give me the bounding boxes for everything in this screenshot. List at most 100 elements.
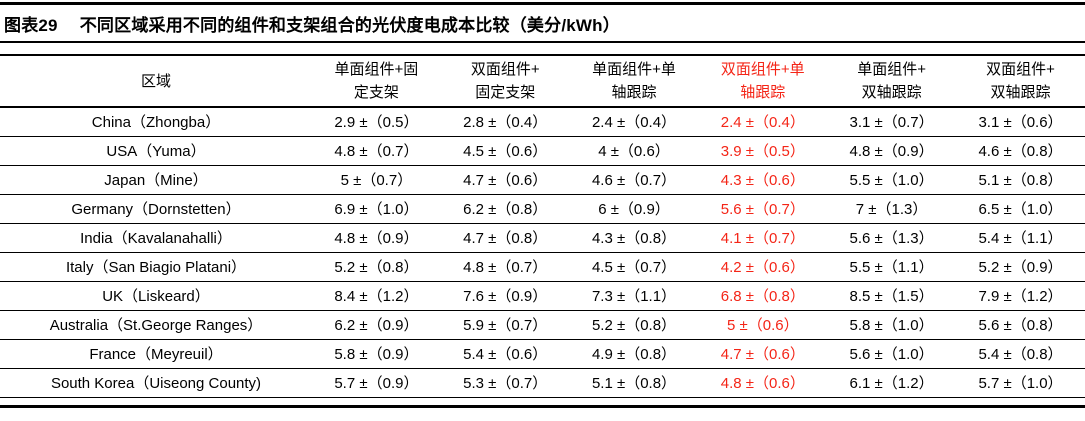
value-cell: 5.4 ±（0.8） [978,346,1063,363]
figure-page: 图表29 不同区域采用不同的组件和支架组合的光伏度电成本比较（美分/kWh） 区域… [0,2,1085,408]
value-cell: 2.9 ±（0.5） [334,114,419,132]
value-cell: 5.9 ±（0.7） [463,317,548,334]
value-cell: 7.9 ±（1.2） [978,288,1063,305]
value-cell: 5.4 ±（0.6） [463,346,548,363]
value-cell: 3.1 ±（0.6） [978,114,1063,132]
table-header: 区域 单面组件+固 定支架 双面组件+ 固定支架 单面组件+单 轴跟踪 双面组件… [0,55,1085,107]
value-cell: 4.6 ±（0.8） [978,143,1063,160]
value-cell: 4.5 ±（0.7） [591,259,677,276]
table-row: UK（Liskeard） 8.4 ±（1.2） 7.6 ±（0.9） 7.3 ±（1… [0,281,1085,310]
value-cell: 5.6 ±（0.8） [978,317,1063,334]
value-cell: 4.8 ±（0.9） [334,230,419,247]
table-row: Japan（Mine） 5 ±（0.7） 4.7 ±（0.6） 4.6 ±（0.7）… [0,165,1085,194]
value-cell: 2.4 ±（0.4） [591,114,677,132]
column-header-line2: 轴跟踪 [740,84,786,101]
value-cell: 5.5 ±（1.1） [849,259,934,276]
value-cell: 5.3 ±（0.7） [463,375,548,392]
column-header: 单面组件+单 轴跟踪 [570,55,699,107]
column-header-line1: 单面组件+固 [334,61,419,78]
value-cell: 4.6 ±（0.7） [591,172,677,189]
table-row: South Korea（Uiseong County) 5.7 ±（0.9） 5.… [0,368,1085,397]
figure-title-text: 不同区域采用不同的组件和支架组合的光伏度电成本比较（美分/kWh） [79,16,620,35]
column-header-line2: 轴跟踪 [611,84,657,101]
value-cell: 4 ±（0.6） [598,143,670,160]
table-body: China（Zhongba） 2.9 ±（0.5） 2.8 ±（0.4） 2.4 ±… [0,107,1085,397]
value-cell-highlighted: 4.1 ±（0.7） [720,230,805,247]
value-cell: 6.5 ±（1.0） [978,201,1063,218]
value-cell: 7 ±（1.3） [855,201,928,218]
value-cell: 5.2 ±（0.8） [591,317,677,334]
value-cell: 4.8 ±（0.7） [463,259,548,276]
value-cell: 5.5 ±（1.0） [849,172,934,189]
value-cell: 5.6 ±（1.0） [849,346,934,363]
region-cell: USA（Yuma） [106,143,206,160]
column-header: 双面组件+ 双轴跟踪 [956,55,1085,107]
value-cell: 8.5 ±（1.5） [849,288,934,305]
column-header-highlighted: 双面组件+单 轴跟踪 [698,55,827,107]
region-cell: China（Zhongba） [91,114,221,132]
value-cell: 5.1 ±（0.8） [591,375,677,392]
value-cell-highlighted: 2.4 ±（0.4） [720,114,805,132]
value-cell: 3.1 ±（0.7） [849,114,934,132]
value-cell-highlighted: 4.2 ±（0.6） [720,259,805,276]
value-cell: 8.4 ±（1.2） [334,288,419,305]
value-cell: 7.3 ±（1.1） [591,288,677,305]
value-cell: 5.8 ±（0.9） [334,346,419,363]
value-cell: 5.6 ±（1.3） [849,230,934,247]
bottom-rule [0,404,1085,408]
column-header-line1: 单面组件+单 [592,61,676,78]
column-header: 双面组件+ 固定支架 [441,55,570,107]
value-cell: 6.2 ±（0.9） [334,317,419,334]
region-cell: South Korea（Uiseong County) [50,375,262,392]
value-cell: 4.3 ±（0.8） [591,230,677,247]
figure-title: 图表29 不同区域采用不同的组件和支架组合的光伏度电成本比较（美分/kWh） [0,5,1085,41]
value-cell: 5.8 ±（1.0） [849,317,934,334]
region-cell: Germany（Dornstetten） [71,201,241,218]
top-rule [0,2,1085,5]
lcoe-table: 区域 单面组件+固 定支架 双面组件+ 固定支架 单面组件+单 轴跟踪 双面组件… [0,54,1085,398]
value-cell-highlighted: 6.8 ±（0.8） [720,288,805,305]
value-cell: 6.2 ±（0.8） [463,201,548,218]
value-cell: 4.7 ±（0.8） [463,230,548,247]
value-cell: 4.9 ±（0.8） [591,346,677,363]
value-cell: 5.4 ±（1.1） [978,230,1063,247]
value-cell: 6.1 ±（1.2） [849,375,934,392]
column-header-line1: 双面组件+ [470,61,540,78]
value-cell: 6 ±（0.9） [598,201,670,218]
table-row: India（Kavalanahalli） 4.8 ±（0.9） 4.7 ±（0.8… [0,223,1085,252]
value-cell: 6.9 ±（1.0） [334,201,419,218]
column-header-line1: 双面组件+ [986,61,1055,78]
value-cell: 5.2 ±（0.9） [978,259,1063,276]
region-cell: Japan（Mine） [104,172,208,189]
region-cell: Italy（San Biagio Platani） [65,259,247,276]
table-row: France（Meyreuil） 5.8 ±（0.9） 5.4 ±（0.6） 4.9… [0,339,1085,368]
region-cell: Australia（St.George Ranges） [49,317,263,334]
value-cell: 5.1 ±（0.8） [978,172,1063,189]
column-header-line1: 单面组件+ [857,61,926,78]
table-row: China（Zhongba） 2.9 ±（0.5） 2.8 ±（0.4） 2.4 ±… [0,107,1085,136]
title-rule [0,41,1085,43]
value-cell: 5.7 ±（0.9） [334,375,419,392]
column-header-line2: 双轴跟踪 [990,84,1051,101]
value-cell: 4.7 ±（0.6） [463,172,548,189]
value-cell: 5.2 ±（0.8） [334,259,419,276]
figure-label: 图表29 [4,16,58,35]
value-cell-highlighted: 5 ±（0.6） [726,317,799,334]
column-header-line2: 双轴跟踪 [861,84,922,101]
region-cell: UK（Liskeard） [102,288,210,305]
column-header: 单面组件+ 双轴跟踪 [827,55,956,107]
value-cell: 5 ±（0.7） [340,172,413,189]
region-cell: India（Kavalanahalli） [80,230,232,247]
column-header-region: 区域 [140,72,171,90]
value-cell-highlighted: 4.8 ±（0.6） [720,375,805,392]
value-cell-highlighted: 3.9 ±（0.5） [720,143,805,160]
table-row: USA（Yuma） 4.8 ±（0.7） 4.5 ±（0.6） 4 ±（0.6） 3.… [0,136,1085,165]
column-header-line2: 固定支架 [475,84,536,101]
value-cell: 2.8 ±（0.4） [463,114,548,132]
column-header-line1: 双面组件+单 [720,61,805,78]
value-cell: 4.8 ±（0.7） [334,143,419,160]
table-row: Germany（Dornstetten） 6.9 ±（1.0） 6.2 ±（0.8… [0,194,1085,223]
value-cell: 5.7 ±（1.0） [978,375,1063,392]
value-cell-highlighted: 4.3 ±（0.6） [720,172,805,189]
value-cell: 4.8 ±（0.9） [849,143,934,160]
